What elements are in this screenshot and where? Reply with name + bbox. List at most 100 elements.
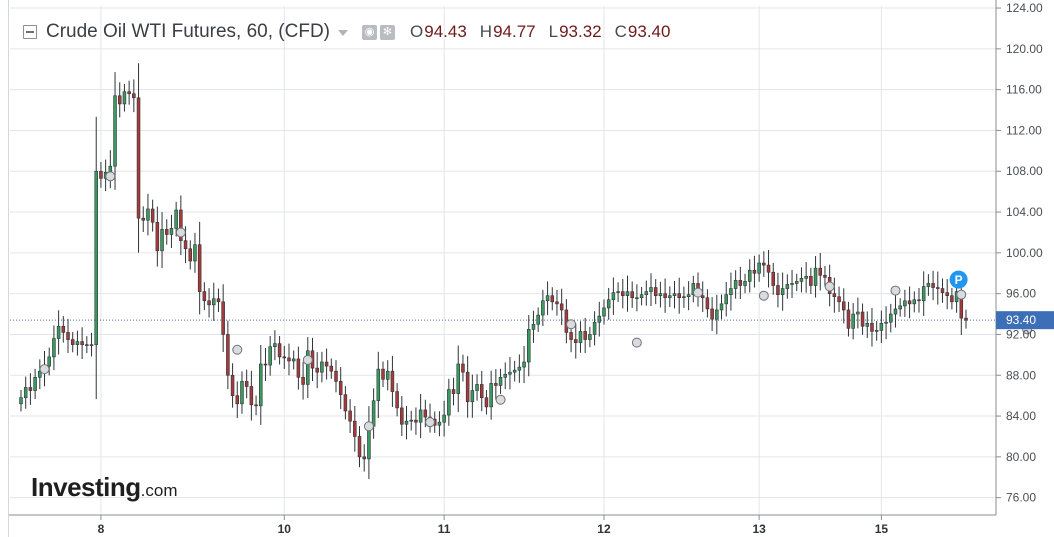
candle-body-up	[193, 244, 197, 262]
candle-body-down	[776, 285, 780, 295]
candle	[287, 343, 291, 376]
candle-body-down	[164, 229, 169, 235]
candle	[508, 357, 512, 390]
candle-body-down	[700, 295, 705, 299]
candle	[362, 444, 366, 472]
candle	[357, 426, 362, 468]
chart-frame[interactable]: 124.00 120.00 116.00 112.00 108.00 104.00 100.…	[8, 0, 1054, 537]
y-tick-label: 92.00	[1006, 327, 1036, 341]
candle	[809, 267, 813, 294]
candle-body-up	[715, 309, 719, 320]
candle	[639, 287, 644, 306]
candle-body-up	[174, 209, 178, 229]
collapse-icon[interactable]	[23, 25, 37, 39]
candle	[94, 116, 98, 400]
candle	[752, 255, 757, 288]
candle	[597, 301, 602, 337]
candle-body-down	[705, 297, 710, 310]
candle	[931, 270, 935, 301]
session-point	[693, 287, 704, 298]
candle-body-up	[597, 315, 602, 323]
candle	[550, 287, 555, 311]
candle-body-up	[649, 287, 653, 292]
candle-body-down	[423, 409, 428, 418]
gear-icon[interactable]: ✻	[380, 24, 395, 40]
candle	[592, 311, 597, 346]
candle-body-up	[616, 291, 620, 293]
candle	[649, 273, 653, 306]
candle	[80, 327, 84, 359]
candle-body-down	[465, 371, 470, 403]
candle-body-down	[61, 325, 66, 333]
candle	[794, 273, 799, 292]
price-chart[interactable]: 124.00 120.00 116.00 112.00 108.00 104.00 100.…	[9, 0, 1054, 537]
open-value: 94.43	[424, 22, 467, 41]
candle-body-down	[766, 264, 771, 273]
candle	[527, 315, 531, 377]
candle	[343, 386, 348, 420]
candle-body-down	[752, 269, 757, 274]
candle	[164, 219, 169, 245]
candle	[785, 274, 790, 299]
candle	[940, 278, 945, 303]
candle	[912, 291, 917, 313]
candle-body-down	[287, 357, 291, 362]
candle	[268, 336, 272, 376]
candle	[583, 317, 587, 354]
candle	[320, 351, 324, 383]
candle	[296, 346, 301, 390]
candle	[729, 272, 733, 311]
candle	[193, 232, 197, 273]
candle-body-down	[282, 356, 287, 359]
session-point	[758, 290, 769, 301]
candle	[282, 345, 287, 369]
candle	[117, 82, 122, 118]
candle-body-up	[475, 384, 479, 391]
p-marker[interactable]: P	[949, 270, 968, 289]
candle-body-down	[842, 301, 846, 311]
candle	[512, 360, 517, 382]
candle	[470, 374, 475, 418]
candle-body-down	[338, 381, 343, 395]
candle-body-up	[89, 344, 94, 346]
candle	[804, 261, 808, 293]
candle-body-down	[484, 397, 489, 408]
eye-icon[interactable]: ◉	[362, 24, 377, 40]
candle-body-down	[296, 358, 301, 378]
candle-body-up	[23, 387, 28, 398]
candle-body-up	[536, 314, 540, 325]
candle-body-up	[456, 363, 460, 394]
candle	[273, 330, 277, 361]
y-tick-label: 124.00	[1006, 1, 1043, 15]
candle	[479, 370, 484, 412]
candle	[376, 351, 381, 419]
candle	[578, 321, 583, 353]
candle-body-up	[240, 381, 244, 405]
candle-body-down	[762, 262, 766, 266]
caret-icon[interactable]	[338, 30, 348, 36]
candle	[837, 286, 841, 312]
candle-body-down	[99, 170, 103, 179]
candle-body-up	[94, 170, 98, 345]
candle	[799, 267, 804, 293]
p-marker-circle	[949, 270, 968, 289]
candle	[856, 297, 860, 329]
candle-body-down	[381, 368, 385, 380]
y-tick-label: 76.00	[1006, 491, 1036, 505]
candle	[146, 193, 150, 236]
candle-body-down	[324, 361, 329, 367]
candle-body-up	[926, 283, 931, 287]
session-point	[890, 285, 901, 296]
candle	[52, 325, 56, 371]
y-tick-label: 84.00	[1006, 409, 1036, 423]
brand-dot: .	[140, 481, 146, 500]
candle-body-up	[75, 341, 80, 345]
candle-body-up	[470, 390, 475, 403]
candle	[99, 161, 103, 188]
candle-body-up	[212, 298, 216, 306]
candle-body-down	[244, 381, 249, 387]
candle	[451, 377, 456, 406]
candle	[465, 356, 470, 418]
candle	[254, 395, 258, 416]
candle	[437, 411, 442, 437]
